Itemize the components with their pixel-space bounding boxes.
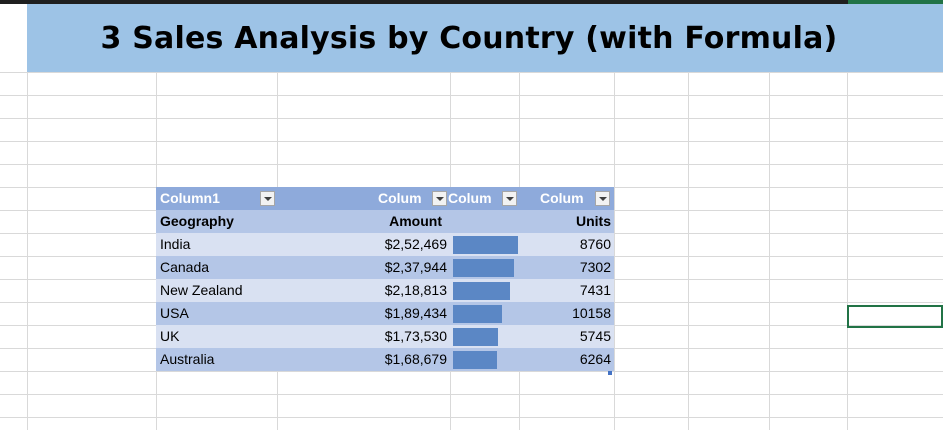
title-banner[interactable]: 3 Sales Analysis by Country (with Formul… [27, 4, 943, 72]
grid-column-line [614, 4, 615, 430]
geography-cell[interactable]: India [160, 236, 191, 252]
amount-cell[interactable]: $2,52,469 [384, 236, 447, 252]
data-bar[interactable] [453, 259, 514, 277]
grid-row-line [0, 371, 943, 372]
table-row: USA $1,89,434 10158 [156, 302, 614, 325]
table-row: India $2,52,469 8760 [156, 233, 614, 256]
table-header-row: Column1 Colum Colum Colum [156, 187, 614, 210]
grid-row-line [0, 164, 943, 165]
filter-dropdown-icon[interactable] [260, 191, 275, 206]
geography-cell[interactable]: USA [160, 305, 189, 321]
table-row: Canada $2,37,944 7302 [156, 256, 614, 279]
table-row: UK $1,73,530 5745 [156, 325, 614, 348]
grid-row-line [0, 95, 943, 96]
grid-row-line [0, 417, 943, 418]
grid-column-line [769, 4, 770, 430]
geography-cell[interactable]: UK [160, 328, 180, 344]
data-bar[interactable] [453, 236, 518, 254]
units-cell[interactable]: 7431 [579, 282, 611, 298]
amount-cell[interactable]: $1,89,434 [384, 305, 447, 321]
units-cell[interactable]: 5745 [579, 328, 611, 344]
sheet-title: 3 Sales Analysis by Country (with Formul… [100, 20, 838, 56]
grid-column-line [688, 4, 689, 430]
grid-row-line [0, 72, 943, 73]
header-column2[interactable]: Colum [378, 190, 422, 206]
active-cell-selection[interactable] [847, 305, 943, 328]
grid-column-line [27, 4, 28, 430]
filter-dropdown-icon[interactable] [502, 191, 517, 206]
header-column4[interactable]: Colum [540, 190, 584, 206]
subheader-amount[interactable]: Amount [389, 213, 442, 229]
header-column1[interactable]: Column1 [160, 190, 220, 206]
filter-dropdown-icon[interactable] [595, 191, 610, 206]
units-cell[interactable]: 8760 [579, 236, 611, 252]
table-row: New Zealand $2,18,813 7431 [156, 279, 614, 302]
data-bar[interactable] [453, 282, 510, 300]
grid-column-line [847, 4, 848, 430]
amount-cell[interactable]: $2,37,944 [384, 259, 447, 275]
units-cell[interactable]: 7302 [579, 259, 611, 275]
units-cell[interactable]: 10158 [572, 305, 611, 321]
units-cell[interactable]: 6264 [579, 351, 611, 367]
table-subheader-row: Geography Amount Units [156, 210, 614, 233]
geography-cell[interactable]: Australia [160, 351, 215, 367]
geography-cell[interactable]: Canada [160, 259, 210, 275]
data-bar[interactable] [453, 351, 497, 369]
grid-row-line [0, 118, 943, 119]
subheader-units[interactable]: Units [576, 213, 611, 229]
table-row: Australia $1,68,679 6264 [156, 348, 614, 371]
window-top-bar [0, 0, 943, 4]
grid-row-line [0, 141, 943, 142]
header-column3[interactable]: Colum [448, 190, 492, 206]
amount-cell[interactable]: $1,73,530 [384, 328, 447, 344]
data-bar[interactable] [453, 305, 502, 323]
geography-cell[interactable]: New Zealand [160, 282, 243, 298]
subheader-geography[interactable]: Geography [160, 213, 234, 229]
data-bar[interactable] [453, 328, 498, 346]
grid-row-line [0, 394, 943, 395]
amount-cell[interactable]: $2,18,813 [384, 282, 447, 298]
ribbon-accent [848, 0, 943, 4]
subheader-bar[interactable] [452, 210, 518, 233]
filter-dropdown-icon[interactable] [432, 191, 447, 206]
table-resize-handle[interactable] [608, 371, 612, 375]
amount-cell[interactable]: $1,68,679 [384, 351, 447, 367]
